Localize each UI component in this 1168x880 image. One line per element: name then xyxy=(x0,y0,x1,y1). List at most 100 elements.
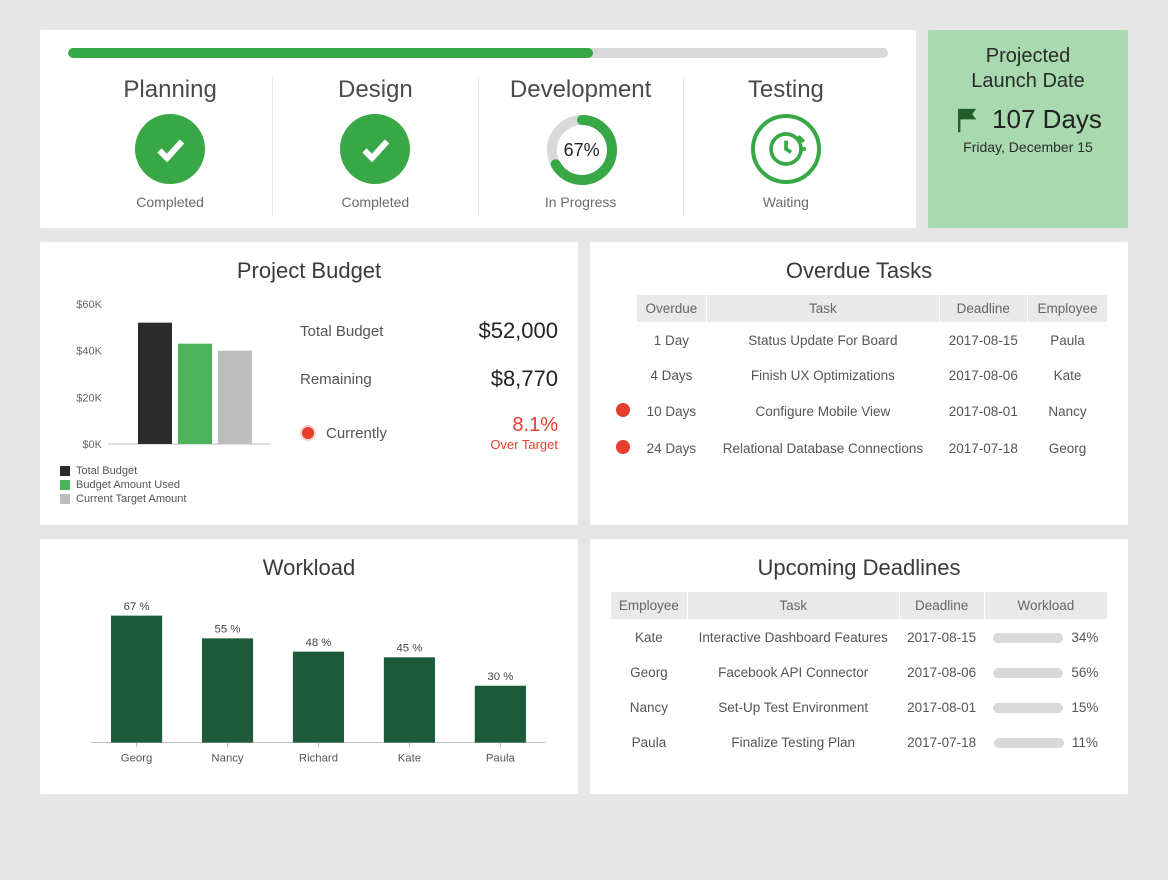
upcoming-table: EmployeeTaskDeadlineWorkload Kate Intera… xyxy=(610,591,1108,760)
overdue-table: OverdueTaskDeadlineEmployee 1 Day Status… xyxy=(610,294,1108,467)
phase-status: Waiting xyxy=(692,194,880,210)
phase-title: Testing xyxy=(692,76,880,104)
svg-text:30 %: 30 % xyxy=(487,671,513,683)
upcoming-workload: 34% xyxy=(984,620,1107,656)
svg-text:Georg: Georg xyxy=(121,753,153,765)
clock-icon xyxy=(751,114,821,184)
budget-title: Project Budget xyxy=(60,258,558,284)
overdue-title: Overdue Tasks xyxy=(610,258,1108,284)
svg-text:67 %: 67 % xyxy=(124,601,150,613)
svg-text:Paula: Paula xyxy=(486,753,516,765)
upcoming-employee: Kate xyxy=(611,620,688,656)
overdue-days: 24 Days xyxy=(636,430,707,467)
phase-development: Development 67% In Progress xyxy=(478,76,683,216)
table-header: Deadline xyxy=(939,295,1028,323)
table-header: Employee xyxy=(611,592,688,620)
upcoming-panel: Upcoming Deadlines EmployeeTaskDeadlineW… xyxy=(590,539,1128,794)
overdue-task: Configure Mobile View xyxy=(707,393,939,430)
upcoming-task: Finalize Testing Plan xyxy=(687,725,899,760)
phases-card: Planning CompletedDesign CompletedDevelo… xyxy=(40,30,916,228)
overall-progress-fill xyxy=(68,48,593,58)
overdue-employee: Paula xyxy=(1028,323,1108,359)
overdue-days: 1 Day xyxy=(636,323,707,359)
overdue-task: Status Update For Board xyxy=(707,323,939,359)
alert-dot-icon xyxy=(616,440,630,454)
phases-row: Planning CompletedDesign CompletedDevelo… xyxy=(68,76,888,216)
upcoming-deadline: 2017-08-06 xyxy=(899,655,984,690)
phase-status: Completed xyxy=(281,194,469,210)
overdue-employee: Georg xyxy=(1028,430,1108,467)
budget-total-label: Total Budget xyxy=(300,323,383,340)
svg-text:Nancy: Nancy xyxy=(211,753,244,765)
upcoming-employee: Georg xyxy=(611,655,688,690)
table-header: Task xyxy=(687,592,899,620)
budget-currently-label: Currently xyxy=(300,425,387,442)
phase-title: Development xyxy=(487,76,675,104)
workload-bar xyxy=(993,633,1063,643)
upcoming-task: Interactive Dashboard Features xyxy=(687,620,899,656)
svg-text:$40K: $40K xyxy=(76,346,102,358)
table-row: Georg Facebook API Connector 2017-08-06 … xyxy=(611,655,1108,690)
overdue-task: Finish UX Optimizations xyxy=(707,358,939,393)
upcoming-task: Set-Up Test Environment xyxy=(687,690,899,725)
over-target-dot-icon xyxy=(300,425,316,441)
overdue-panel: Overdue Tasks OverdueTaskDeadlineEmploye… xyxy=(590,242,1128,525)
legend-item: Current Target Amount xyxy=(60,493,280,505)
table-row: 10 Days Configure Mobile View 2017-08-01… xyxy=(610,393,1108,430)
overdue-days: 4 Days xyxy=(636,358,707,393)
table-row: Paula Finalize Testing Plan 2017-07-18 1… xyxy=(611,725,1108,760)
launch-title-line2: Launch Date xyxy=(971,70,1084,92)
svg-text:Richard: Richard xyxy=(299,753,338,765)
budget-panel: Project Budget $60K$40K$20K$0K Total Bud… xyxy=(40,242,578,525)
upcoming-title: Upcoming Deadlines xyxy=(610,555,1108,581)
progress-donut: 67% xyxy=(546,114,618,186)
table-header: Employee xyxy=(1028,295,1108,323)
budget-stats: Total Budget $52,000 Remaining $8,770 Cu… xyxy=(300,318,558,474)
upcoming-task: Facebook API Connector xyxy=(687,655,899,690)
phase-status: In Progress xyxy=(487,194,675,210)
budget-over-target: 8.1% Over Target xyxy=(490,414,558,452)
overdue-employee: Nancy xyxy=(1028,393,1108,430)
svg-text:48 %: 48 % xyxy=(306,637,332,649)
table-row: 1 Day Status Update For Board 2017-08-15… xyxy=(610,323,1108,359)
svg-text:$20K: $20K xyxy=(76,392,102,404)
launch-days: 107 Days xyxy=(992,104,1102,135)
upcoming-workload: 56% xyxy=(984,655,1107,690)
phase-testing: Testing Waiting xyxy=(683,76,888,216)
workload-bar xyxy=(993,668,1063,678)
overdue-deadline: 2017-08-06 xyxy=(939,358,1028,393)
check-icon xyxy=(340,114,410,184)
table-row: Nancy Set-Up Test Environment 2017-08-01… xyxy=(611,690,1108,725)
launch-date: Friday, December 15 xyxy=(938,139,1118,155)
overdue-days: 10 Days xyxy=(636,393,707,430)
table-row: 24 Days Relational Database Connections … xyxy=(610,430,1108,467)
overdue-task: Relational Database Connections xyxy=(707,430,939,467)
table-header: Overdue xyxy=(636,295,707,323)
legend-item: Total Budget xyxy=(60,465,280,477)
launch-card: Projected Launch Date 107 Days Friday, D… xyxy=(928,30,1128,228)
svg-text:55 %: 55 % xyxy=(215,624,241,636)
budget-chart: $60K$40K$20K$0K Total BudgetBudget Amoun… xyxy=(60,294,280,507)
table-header: Deadline xyxy=(899,592,984,620)
svg-text:Kate: Kate xyxy=(398,753,421,765)
table-row: Kate Interactive Dashboard Features 2017… xyxy=(611,620,1108,656)
flag-icon xyxy=(954,106,982,134)
workload-panel: Workload 67 % Georg 55 % Nancy 48 % Rich… xyxy=(40,539,578,794)
phase-title: Design xyxy=(281,76,469,104)
upcoming-employee: Paula xyxy=(611,725,688,760)
launch-title: Projected Launch Date xyxy=(938,44,1118,94)
table-header: Task xyxy=(707,295,939,323)
overdue-employee: Kate xyxy=(1028,358,1108,393)
phase-design: Design Completed xyxy=(272,76,477,216)
workload-bar xyxy=(993,703,1063,713)
upcoming-workload: 15% xyxy=(984,690,1107,725)
overall-progress-track xyxy=(68,48,888,58)
upcoming-employee: Nancy xyxy=(611,690,688,725)
phase-title: Planning xyxy=(76,76,264,104)
svg-text:$60K: $60K xyxy=(76,299,102,311)
budget-total-value: $52,000 xyxy=(478,318,558,344)
launch-title-line1: Projected xyxy=(986,45,1071,67)
overdue-deadline: 2017-07-18 xyxy=(939,430,1028,467)
alert-dot-icon xyxy=(616,403,630,417)
overdue-deadline: 2017-08-01 xyxy=(939,393,1028,430)
